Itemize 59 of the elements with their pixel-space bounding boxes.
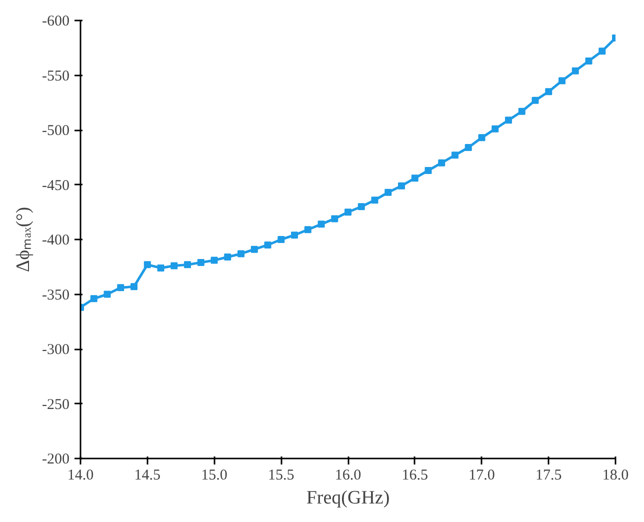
point [572, 67, 579, 74]
point [505, 116, 512, 124]
point [545, 88, 552, 96]
x-axis-title: Freq(GHz) [306, 488, 390, 508]
point [130, 283, 138, 290]
point [492, 125, 499, 132]
y-tick-label: -250 [42, 396, 70, 413]
y-tick-label: -350 [42, 287, 70, 304]
point [438, 159, 446, 166]
point [144, 261, 151, 268]
y-tick-label: -500 [42, 123, 70, 139]
point [264, 241, 272, 248]
point [224, 254, 232, 261]
point [358, 203, 365, 210]
point [157, 264, 164, 272]
point [478, 134, 486, 142]
x-tick-label: 18.0 [602, 468, 629, 484]
point [452, 152, 458, 159]
y-tick-label: -300 [42, 342, 70, 358]
point [318, 220, 325, 228]
point [184, 261, 191, 268]
y-tick-label: -550 [42, 68, 70, 84]
point [411, 174, 418, 182]
x-tick-label: 15.0 [201, 468, 228, 484]
point [117, 284, 124, 292]
x-tick-label: 17.0 [468, 468, 495, 484]
point [170, 262, 178, 270]
point [558, 77, 566, 84]
x-tick-label: 14.0 [67, 468, 94, 484]
point [384, 188, 392, 196]
y-axis-title: Δϕₘₐₓ(°) [13, 206, 34, 272]
point [197, 258, 204, 266]
x-tick-label: 16.0 [334, 468, 362, 484]
point [210, 256, 218, 264]
point [464, 144, 472, 152]
point [331, 215, 338, 222]
point [304, 226, 312, 234]
y-tick-label: -600 [42, 14, 70, 30]
x-tick-label: 17.5 [536, 468, 562, 484]
point [250, 246, 258, 253]
point [585, 58, 592, 65]
x-tick-label: 15.5 [268, 468, 294, 484]
x-tick-label: 16.5 [402, 468, 428, 484]
point [90, 295, 98, 302]
x-tick-label: 14.5 [134, 468, 160, 484]
point [291, 232, 298, 239]
point [398, 182, 405, 190]
point [518, 108, 526, 115]
point [424, 167, 432, 174]
point [278, 236, 285, 243]
point [238, 250, 244, 258]
point [532, 96, 539, 104]
point [104, 290, 111, 298]
y-tick-label: -200 [42, 452, 70, 468]
point [598, 48, 606, 55]
y-tick-label: -450 [42, 178, 70, 194]
y-tick-label: -400 [42, 232, 70, 248]
point [344, 208, 352, 216]
point [371, 196, 378, 204]
